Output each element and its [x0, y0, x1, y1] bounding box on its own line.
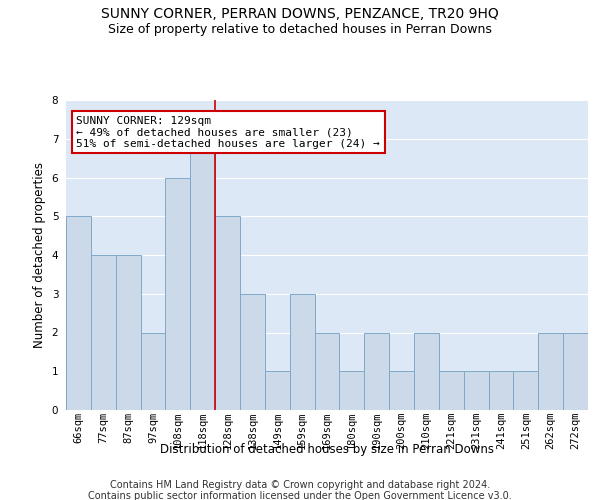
Bar: [488, 371, 514, 410]
Bar: [563, 332, 588, 410]
Text: SUNNY CORNER, PERRAN DOWNS, PENZANCE, TR20 9HQ: SUNNY CORNER, PERRAN DOWNS, PENZANCE, TR…: [101, 8, 499, 22]
Text: Distribution of detached houses by size in Perran Downs: Distribution of detached houses by size …: [160, 442, 494, 456]
Y-axis label: Number of detached properties: Number of detached properties: [33, 162, 46, 348]
Bar: [389, 371, 414, 410]
Text: Size of property relative to detached houses in Perran Downs: Size of property relative to detached ho…: [108, 22, 492, 36]
Text: Contains public sector information licensed under the Open Government Licence v3: Contains public sector information licen…: [88, 491, 512, 500]
Bar: [91, 255, 116, 410]
Bar: [414, 332, 439, 410]
Text: Contains HM Land Registry data © Crown copyright and database right 2024.: Contains HM Land Registry data © Crown c…: [110, 480, 490, 490]
Bar: [265, 371, 290, 410]
Bar: [538, 332, 563, 410]
Bar: [290, 294, 314, 410]
Bar: [439, 371, 464, 410]
Bar: [215, 216, 240, 410]
Bar: [166, 178, 190, 410]
Bar: [190, 138, 215, 410]
Bar: [240, 294, 265, 410]
Bar: [464, 371, 488, 410]
Bar: [116, 255, 140, 410]
Bar: [314, 332, 340, 410]
Bar: [66, 216, 91, 410]
Bar: [340, 371, 364, 410]
Bar: [364, 332, 389, 410]
Bar: [514, 371, 538, 410]
Bar: [140, 332, 166, 410]
Text: SUNNY CORNER: 129sqm
← 49% of detached houses are smaller (23)
51% of semi-detac: SUNNY CORNER: 129sqm ← 49% of detached h…: [76, 116, 380, 148]
